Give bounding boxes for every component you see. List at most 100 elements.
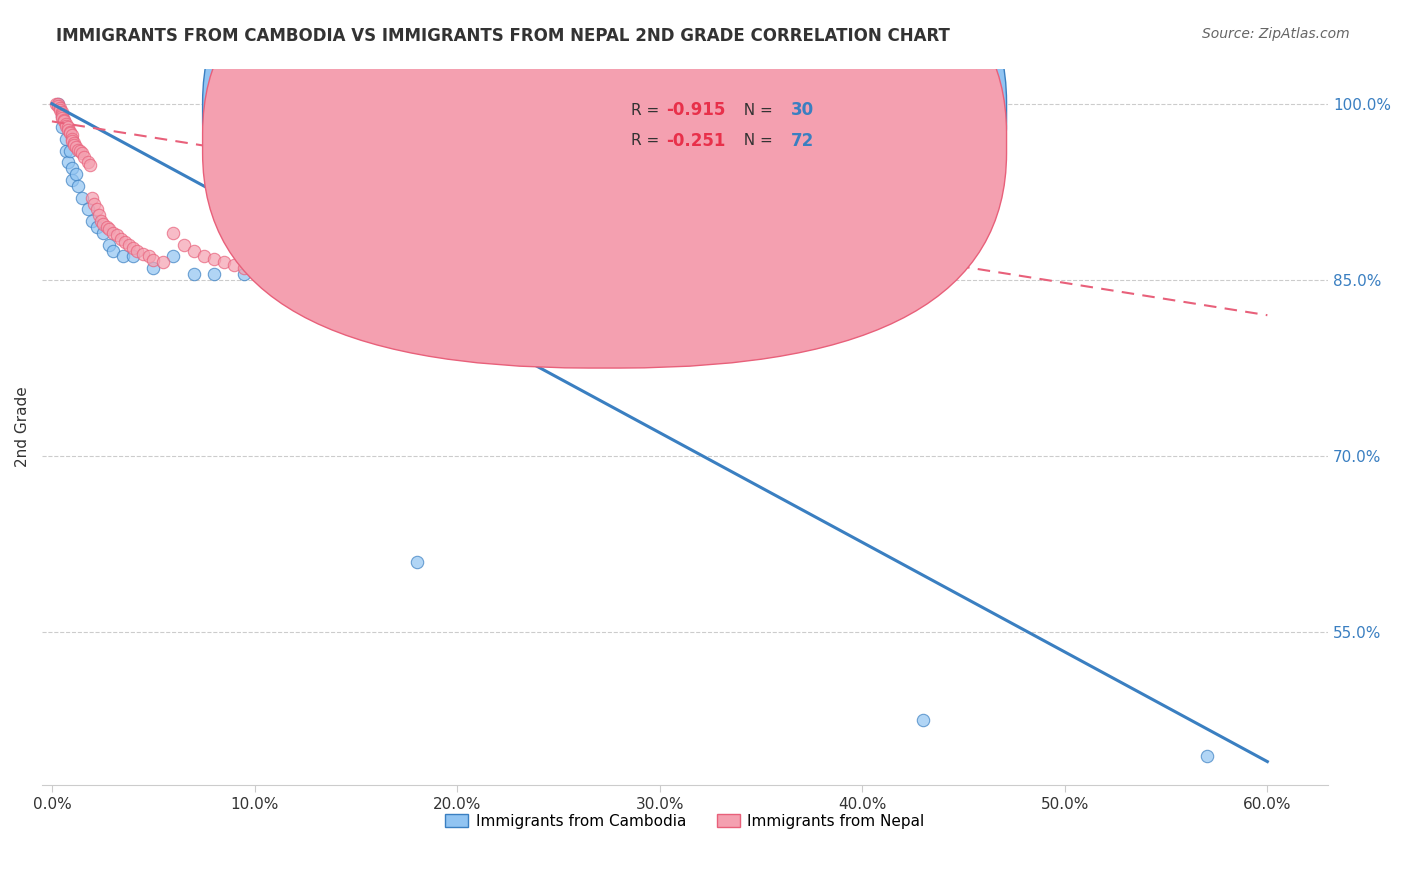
Text: R =: R = [631,134,664,148]
Point [138,250,160,264]
Text: 30: 30 [790,101,814,119]
Point [60,132,83,146]
Point [325,278,347,293]
Text: N =: N = [734,103,778,118]
Point [224,258,246,272]
Point [183,267,205,281]
Point [202,267,225,281]
Point [142,252,165,267]
Point [60,173,83,187]
Point [114,235,136,250]
Point [527,308,550,322]
Point [60,161,83,176]
Point [59,125,82,139]
Point [63,137,86,152]
Point [55,144,77,158]
Point [97,222,120,236]
Point [72,146,94,161]
Point [79,158,101,172]
Point [51,105,73,120]
Point [132,247,155,261]
Point [51,107,73,121]
Point [86,220,108,235]
Point [73,150,96,164]
FancyBboxPatch shape [202,0,1007,368]
Point [243,263,266,277]
Text: IMMIGRANTS FROM CAMBODIA VS IMMIGRANTS FROM NEPAL 2ND GRADE CORRELATION CHART: IMMIGRANTS FROM CAMBODIA VS IMMIGRANTS F… [56,27,950,45]
Point [59,144,82,158]
FancyBboxPatch shape [557,79,967,190]
Point [90,214,112,228]
Point [506,306,529,320]
Point [65,167,87,181]
Point [91,217,114,231]
Point [385,288,408,302]
Point [202,252,225,266]
Point [53,114,76,128]
Text: -0.251: -0.251 [665,132,725,150]
Point [69,144,91,158]
Point [465,300,488,314]
Point [125,244,148,258]
Point [83,196,105,211]
Point [97,237,120,252]
Point [911,714,934,728]
Point [173,237,195,252]
Point [142,261,165,276]
Point [82,214,104,228]
Point [55,119,77,133]
Point [72,191,94,205]
Point [284,273,307,287]
Point [162,250,184,264]
Point [405,555,427,569]
Point [426,294,449,309]
Point [105,228,128,243]
Point [87,208,110,222]
Point [63,136,86,150]
Point [56,155,79,169]
Point [122,250,145,264]
Point [446,296,468,310]
Point [53,113,76,128]
FancyBboxPatch shape [202,0,1007,337]
Point [101,226,124,240]
Point [263,273,285,287]
Point [110,232,132,246]
Point [46,96,69,111]
Point [648,267,671,281]
Point [101,244,124,258]
Point [111,250,134,264]
Point [162,226,184,240]
Point [91,226,114,240]
Point [364,285,387,299]
Text: Source: ZipAtlas.com: Source: ZipAtlas.com [1202,27,1350,41]
Point [233,267,256,281]
Point [122,241,145,255]
Point [152,255,174,269]
Point [183,244,205,258]
Point [253,267,276,281]
Text: N =: N = [734,134,778,148]
Point [1195,748,1218,763]
Point [405,291,427,305]
Point [46,99,69,113]
Point [344,282,367,296]
Point [51,108,73,122]
Text: ZIPatlas: ZIPatlas [558,236,863,302]
Point [86,202,108,217]
Point [263,270,285,285]
Legend: Immigrants from Cambodia, Immigrants from Nepal: Immigrants from Cambodia, Immigrants fro… [439,807,931,835]
Point [193,250,215,264]
Point [65,140,87,154]
Text: 72: 72 [790,132,814,150]
Point [56,120,79,135]
Point [45,96,67,111]
Text: -0.915: -0.915 [665,101,725,119]
Text: R =: R = [631,103,664,118]
Point [51,120,73,135]
Point [212,255,235,269]
Point [77,202,100,217]
Point [96,220,118,235]
Point [51,108,73,122]
Point [46,96,69,111]
